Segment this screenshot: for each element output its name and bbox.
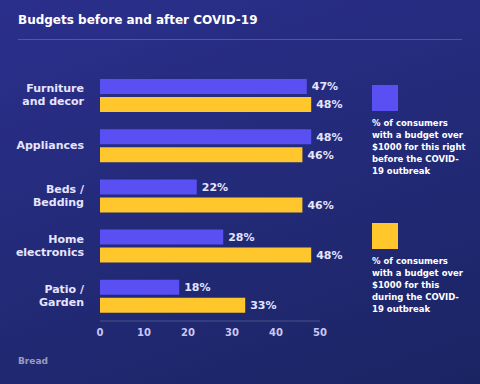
html-text:% of consumers with a budget o: % of consumers with a budget over $1000 … (372, 256, 463, 314)
svg-text:47%: 47% (312, 80, 338, 93)
svg-text:Homeelectronics: Homeelectronics (16, 233, 85, 259)
svg-text:40: 40 (269, 327, 283, 338)
svg-text:Appliances: Appliances (16, 139, 84, 152)
svg-text:18%: 18% (184, 281, 210, 294)
html-text:Budgets before and after COVID: Budgets before and after COVID-19 (18, 13, 258, 27)
svg-text:22%: 22% (202, 181, 228, 194)
svg-text:50: 50 (313, 327, 327, 338)
html-text:% of consumers with a budget o: % of consumers with a budget over $1000 … (372, 118, 466, 176)
svg-text:48%: 48% (316, 131, 342, 144)
svg-text:Beds /Bedding: Beds /Bedding (33, 183, 85, 209)
svg-text:48%: 48% (316, 249, 342, 262)
svg-text:Patio /Garden: Patio /Garden (39, 283, 85, 309)
svg-text:28%: 28% (228, 231, 254, 244)
svg-text:46%: 46% (307, 199, 333, 212)
svg-text:33%: 33% (250, 299, 276, 312)
svg-text:0: 0 (97, 327, 104, 338)
svg-text:20: 20 (181, 327, 195, 338)
svg-text:46%: 46% (307, 149, 333, 162)
html-text:Bread: Bread (18, 356, 48, 366)
svg-text:30: 30 (225, 327, 239, 338)
svg-text:10: 10 (137, 327, 151, 338)
svg-text:48%: 48% (316, 98, 342, 111)
svg-text:Furnitureand decor: Furnitureand decor (22, 82, 84, 108)
